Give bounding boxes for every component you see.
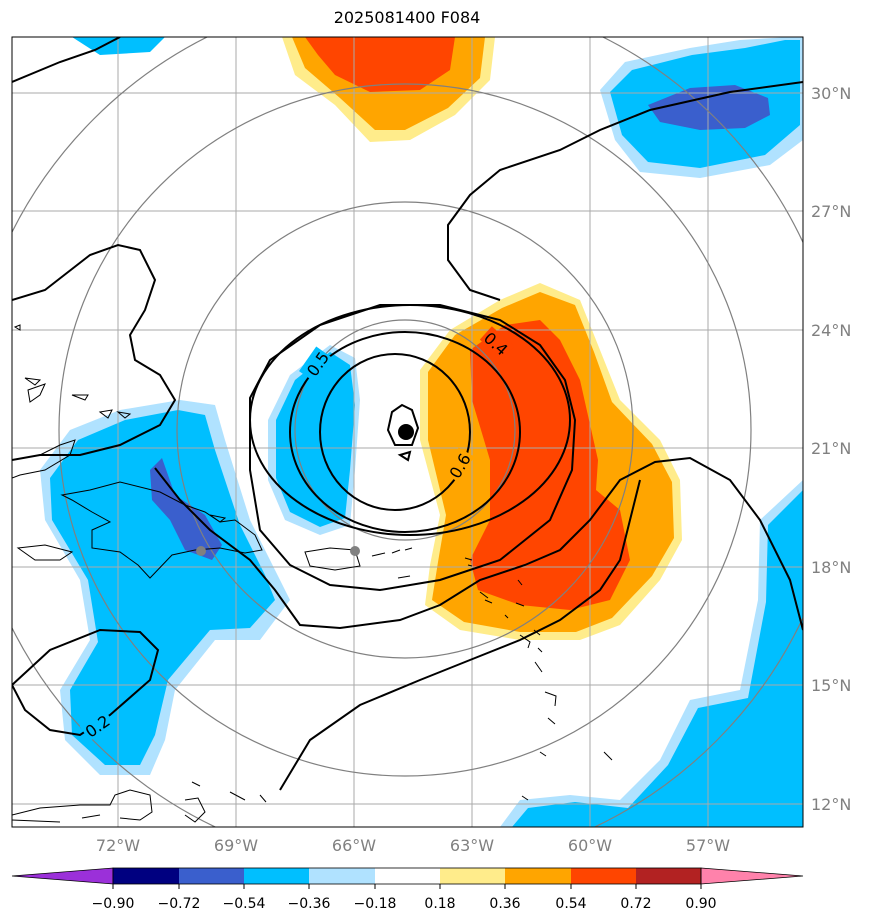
colorbar-ticks	[112, 884, 702, 889]
coast-turks	[209, 514, 227, 523]
lat-label-18n: 18°N	[811, 558, 851, 577]
coast-virgin-islands	[371, 547, 413, 579]
colorbar-label-n036: −0.36	[288, 896, 331, 912]
lat-label-30n: 30°N	[811, 84, 851, 103]
contour-0.2-south	[12, 628, 160, 737]
colorbar: −0.90 −0.72 −0.54 −0.36 −0.18 0.18 0.36 …	[11, 867, 804, 912]
contour-small-loop	[397, 450, 412, 462]
contour-long-east	[447, 81, 803, 301]
coast-south-detail	[12, 814, 101, 827]
coast-jamaica	[16, 544, 74, 561]
colorbar-bin-4	[309, 868, 375, 884]
contour-ring-2	[289, 331, 521, 533]
coast-bahamas-2	[27, 383, 46, 403]
lat-label-15n: 15°N	[811, 676, 851, 695]
coast-puerto-rico	[304, 547, 361, 571]
coast-bahamas-3	[71, 394, 89, 401]
colorbar-bin-3	[244, 868, 309, 884]
lon-label-63w: 63°W	[450, 836, 494, 855]
contour-ring-1	[319, 353, 471, 511]
lat-label-12n: 12°N	[811, 795, 851, 814]
negative-anomaly-dark-northeast	[648, 85, 770, 130]
lat-label-27n: 27°N	[811, 202, 851, 221]
colorbar-over-extend	[700, 867, 804, 885]
colorbar-label-n072: −0.72	[158, 896, 201, 912]
colorbar-frame	[112, 867, 702, 885]
colorbar-bin-7	[505, 868, 571, 884]
lon-label-72w: 72°W	[96, 836, 140, 855]
colorbar-label-p072: 0.72	[620, 896, 651, 912]
coast-hispaniola	[60, 481, 263, 579]
colorbar-bin-6	[440, 868, 505, 884]
coast-bahamas-6	[13, 324, 21, 331]
coast-south-america	[12, 781, 267, 823]
anomaly-fills	[40, 37, 803, 827]
positive-anomaly-strong-north	[305, 37, 455, 92]
contour-north-curve	[12, 37, 121, 83]
lon-label-69w: 69°W	[214, 836, 258, 855]
colorbar-bin-1	[113, 868, 179, 884]
contour-inner-center	[386, 403, 420, 446]
longitude-labels: 72°W 69°W 66°W 63°W 60°W 57°W	[96, 836, 730, 855]
coastlines	[12, 324, 613, 827]
colorbar-label-p018: 0.18	[424, 896, 455, 912]
colorbar-under-extend	[11, 867, 114, 885]
lat-label-21n: 21°N	[811, 439, 851, 458]
coast-cuba	[12, 439, 76, 479]
colorbar-label-n090: −0.90	[92, 896, 135, 912]
colorbar-label-n054: −0.54	[223, 896, 266, 912]
city-marker-san-juan	[350, 546, 360, 556]
range-rings	[12, 37, 803, 827]
map-area: 0.5 0.4 0.6 0.2	[12, 37, 803, 827]
colorbar-bin-5	[375, 868, 440, 884]
plot-title: 2025081400 F084	[333, 8, 481, 27]
lon-label-60w: 60°W	[568, 836, 612, 855]
colorbar-label-p054: 0.54	[555, 896, 586, 912]
contour-outer-south	[279, 479, 641, 791]
colorbar-label-p090: 0.90	[685, 896, 716, 912]
colorbar-bin-2	[179, 868, 244, 884]
contours	[12, 37, 803, 791]
colorbar-bin-8	[571, 868, 636, 884]
colorbar-bin-9	[636, 868, 701, 884]
coast-bahamas-5	[116, 411, 132, 419]
colorbar-label-p036: 0.36	[489, 896, 520, 912]
coast-bahamas-4	[98, 409, 113, 419]
city-marker-santo-domingo	[196, 546, 206, 556]
latitude-labels: 30°N 27°N 24°N 21°N 18°N 15°N 12°N	[811, 84, 851, 814]
lon-label-66w: 66°W	[332, 836, 376, 855]
negative-anomaly-medium-center	[276, 352, 355, 527]
contour-0.6-south	[154, 456, 803, 631]
colorbar-tick-labels: −0.90 −0.72 −0.54 −0.36 −0.18 0.18 0.36 …	[92, 896, 717, 912]
storm-center-marker	[398, 424, 414, 440]
colorbar-label-n018: −0.18	[354, 896, 397, 912]
contour-0.2-west	[12, 243, 177, 461]
map-frame	[11, 36, 804, 828]
negative-anomaly-medium-west	[50, 410, 275, 765]
lon-label-57w: 57°W	[686, 836, 730, 855]
contour-large-0.4	[249, 304, 577, 592]
coast-bahamas-1	[24, 377, 42, 386]
negative-anomaly-medium-southeast	[512, 490, 803, 827]
lat-label-24n: 24°N	[811, 321, 851, 340]
